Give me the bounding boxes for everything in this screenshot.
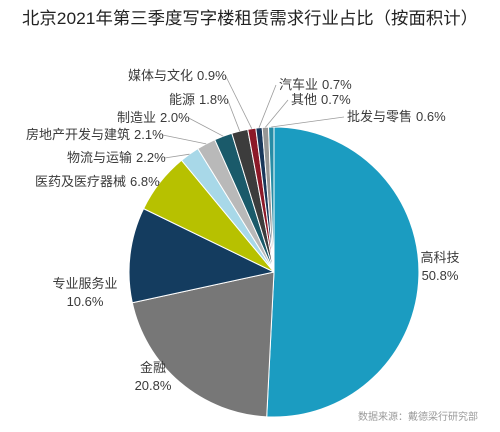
slice-label-professional-services: 专业服务业 — [52, 276, 117, 291]
slice-labels: 高科技 50.8% 金融 20.8% 专业服务业 10.6% 医药及医疗器械 6.8% 物流与运… — [26, 68, 460, 393]
pie-slice-high-tech — [266, 126, 420, 418]
leader-line-logistics-transport — [164, 153, 190, 159]
slice-label-automotive: 汽车业 0.7% — [279, 77, 352, 92]
leader-line-real-estate-construction — [162, 134, 207, 145]
leader-lines — [158, 75, 345, 183]
slice-value-professional-services: 10.6% — [67, 294, 104, 309]
leader-line-automotive — [258, 84, 277, 128]
slice-label-value: 0.6% — [416, 109, 446, 124]
slice-label-manufacturing: 制造业 2.0% — [117, 110, 190, 125]
leader-line-wholesale-retail — [271, 116, 345, 128]
slice-label-name: 其他 — [291, 92, 317, 107]
slice-label-value: 0.7% — [322, 77, 352, 92]
source-note: 数据来源：戴德梁行研究部 — [358, 410, 478, 423]
slice-label-value: 0.9% — [197, 68, 227, 83]
slice-label-value: 2.1% — [134, 127, 164, 142]
slice-label-real-estate-construction: 房地产开发与建筑 2.1% — [26, 127, 164, 142]
slice-label-finance: 金融 — [140, 360, 166, 375]
slice-label-value: 2.0% — [160, 110, 190, 125]
slice-value-high-tech: 50.8% — [422, 268, 459, 283]
leader-line-media-culture — [225, 75, 253, 129]
leader-line-manufacturing — [188, 117, 224, 137]
pie-slices — [128, 126, 420, 418]
slice-label-wholesale-retail: 批发与零售 0.6% — [347, 109, 446, 124]
slice-label-pharma-medical: 医药及医疗器械 6.8% — [35, 174, 160, 189]
slice-label-value: 6.8% — [130, 174, 160, 189]
slice-label-value: 1.8% — [199, 92, 229, 107]
slice-label-media-culture: 媒体与文化 0.9% — [128, 68, 227, 83]
slice-label-name: 批发与零售 — [347, 109, 412, 124]
slice-label-other: 其他 0.7% — [291, 92, 351, 107]
slice-label-value: 2.2% — [136, 150, 166, 165]
slice-label-value: 0.7% — [321, 92, 351, 107]
leader-line-other — [265, 99, 289, 128]
slice-label-name: 媒体与文化 — [128, 68, 193, 83]
slice-label-high-tech: 高科技 — [420, 250, 459, 265]
chart-title: 北京2021年第三季度写字楼租赁需求行业占比（按面积计） — [22, 9, 478, 28]
slice-label-name: 能源 — [169, 92, 195, 107]
slice-label-name: 制造业 — [117, 110, 156, 125]
slice-label-name: 房地产开发与建筑 — [26, 127, 130, 142]
pie-slice-professional-services — [128, 208, 275, 304]
leader-line-energy — [227, 99, 241, 132]
slice-label-name: 物流与运输 — [67, 150, 132, 165]
slice-value-finance: 20.8% — [135, 378, 172, 393]
slice-label-name: 汽车业 — [279, 77, 318, 92]
slice-label-logistics-transport: 物流与运输 2.2% — [67, 150, 166, 165]
pie-slice-finance — [131, 271, 275, 418]
slice-label-energy: 能源 1.8% — [169, 92, 229, 107]
slice-label-name: 医药及医疗器械 — [35, 174, 126, 189]
